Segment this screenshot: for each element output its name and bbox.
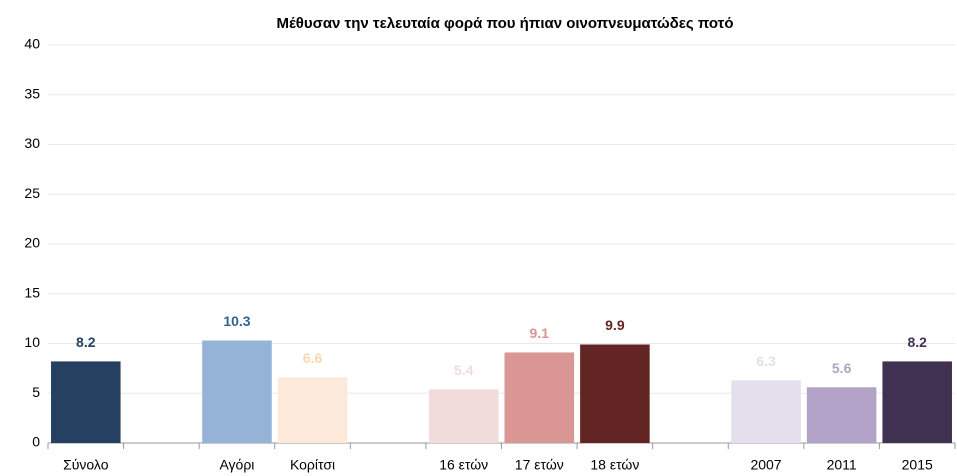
- value-label: 6.6: [303, 350, 323, 366]
- y-tick-label: 40: [24, 36, 40, 52]
- x-tick-label: 16 ετών: [439, 457, 488, 473]
- bar: [51, 361, 121, 443]
- x-tick-label: 2015: [902, 457, 933, 473]
- value-label: 9.9: [605, 317, 625, 333]
- x-tick-label: Σύνολο: [63, 457, 109, 473]
- bar: [731, 380, 801, 443]
- chart-title: Μέθυσαν την τελευταία φορά που ήπιαν οιν…: [276, 15, 733, 32]
- x-tick-label: Κορίτσι: [290, 457, 335, 473]
- y-tick-label: 25: [24, 185, 40, 201]
- y-tick-label: 35: [24, 85, 40, 101]
- x-tick-label: 18 ετών: [590, 457, 639, 473]
- x-tick-label: 2011: [827, 457, 857, 473]
- bar: [580, 344, 650, 443]
- bar: [806, 387, 877, 443]
- y-tick-label: 10: [24, 334, 40, 350]
- x-tick-label: 2007: [750, 457, 781, 473]
- y-tick-label: 15: [24, 284, 40, 300]
- value-label: 9.1: [530, 325, 550, 341]
- y-tick-label: 5: [32, 384, 40, 400]
- bar: [428, 389, 499, 443]
- x-tick-label: 17 ετών: [515, 457, 564, 473]
- value-label: 6.3: [756, 353, 776, 369]
- y-tick-label: 30: [24, 135, 40, 151]
- y-tick-label: 20: [24, 235, 40, 251]
- value-label: 8.2: [76, 334, 96, 350]
- bar: [202, 340, 272, 443]
- y-tick-label: 0: [32, 434, 40, 450]
- bar: [882, 361, 952, 443]
- bar: [504, 352, 575, 443]
- value-label: 8.2: [907, 334, 927, 350]
- value-label: 5.4: [454, 362, 474, 378]
- value-label: 5.6: [832, 360, 852, 376]
- value-label: 10.3: [223, 313, 250, 329]
- x-tick-label: Αγόρι: [219, 457, 254, 473]
- bar: [277, 377, 348, 443]
